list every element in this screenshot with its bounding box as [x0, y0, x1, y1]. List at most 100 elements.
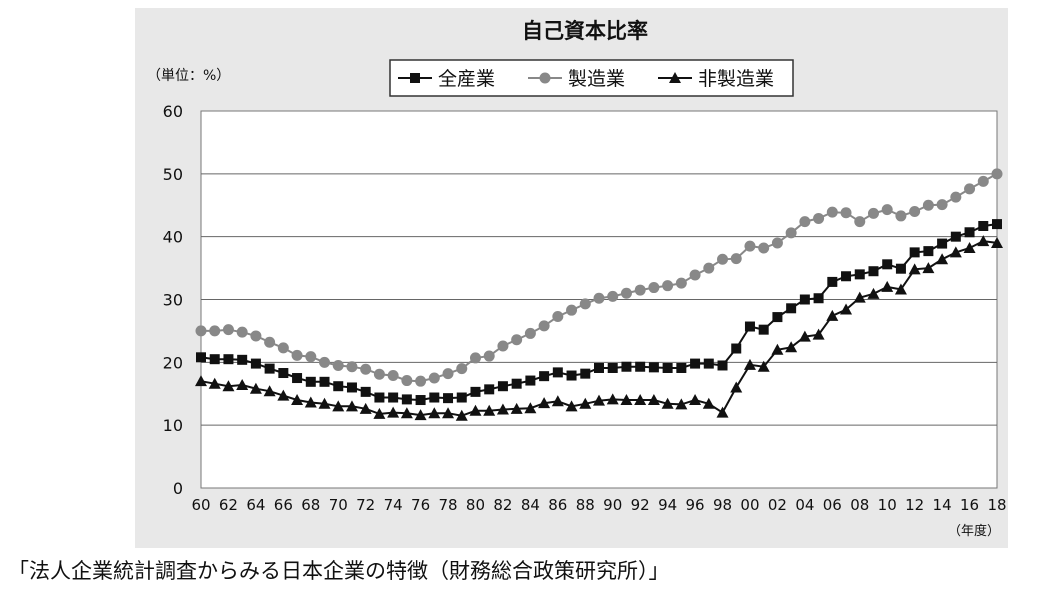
- data-point: [594, 362, 604, 373]
- data-point: [291, 394, 304, 406]
- data-point: [566, 304, 578, 316]
- data-point: [798, 330, 811, 342]
- data-point: [195, 375, 207, 387]
- x-tick-label: 82: [493, 496, 512, 514]
- data-point: [963, 241, 976, 253]
- data-point: [799, 216, 811, 228]
- data-point: [209, 354, 220, 365]
- data-point: [620, 394, 633, 406]
- x-tick-label: 60: [191, 496, 210, 514]
- data-point: [758, 324, 769, 335]
- legend: 全産業 製造業 非製造業: [389, 59, 794, 97]
- data-point: [606, 393, 619, 405]
- data-point: [524, 327, 536, 339]
- data-point: [662, 362, 673, 373]
- data-point: [319, 376, 330, 387]
- data-point: [442, 368, 454, 380]
- data-point: [758, 242, 770, 254]
- data-point: [991, 168, 1003, 180]
- data-point: [675, 277, 687, 289]
- data-point: [538, 320, 550, 332]
- x-tick-label: 00: [740, 496, 759, 514]
- data-point: [250, 358, 261, 369]
- data-point: [826, 206, 838, 218]
- legend-marker: [539, 72, 551, 84]
- data-point: [442, 407, 455, 419]
- data-point: [882, 259, 893, 270]
- data-point: [332, 359, 344, 371]
- data-point: [538, 397, 551, 409]
- x-tick-label: 98: [713, 496, 732, 514]
- data-point: [277, 342, 289, 354]
- x-tick-label: 18: [987, 496, 1006, 514]
- data-point: [346, 382, 357, 393]
- data-point: [510, 402, 523, 414]
- y-tick-label: 30: [163, 291, 183, 310]
- x-tick-label: 10: [878, 496, 897, 514]
- data-point: [566, 370, 577, 381]
- data-point: [634, 394, 647, 406]
- x-axis: 60 62 64 66 68 70 72 74 76 78 80 82 84 86 88 90 92 94 96 98…: [191, 496, 1006, 514]
- x-tick-label: 64: [246, 496, 265, 514]
- data-point: [250, 330, 262, 342]
- x-tick-label: 94: [658, 496, 677, 514]
- data-point: [552, 367, 563, 378]
- x-tick-label: 04: [795, 496, 814, 514]
- data-point: [525, 375, 536, 386]
- data-point: [978, 220, 989, 231]
- data-point: [278, 368, 289, 379]
- data-point: [690, 358, 701, 369]
- data-point: [676, 362, 687, 373]
- data-point: [359, 402, 372, 414]
- data-point: [964, 183, 976, 195]
- data-point: [936, 253, 949, 265]
- x-tick-label: 14: [933, 496, 952, 514]
- y-tick-label: 20: [163, 353, 183, 372]
- data-point: [346, 361, 358, 373]
- data-point: [703, 262, 715, 274]
- data-point: [786, 303, 797, 314]
- data-point: [305, 376, 316, 387]
- chart-title: 自己資本比率: [522, 19, 648, 43]
- x-tick-label: 16: [960, 496, 979, 514]
- data-point: [387, 370, 399, 382]
- data-point: [401, 375, 413, 387]
- data-point: [237, 354, 248, 365]
- data-point: [731, 343, 742, 354]
- data-point: [923, 246, 934, 257]
- data-point: [867, 287, 880, 299]
- x-tick-label: 70: [329, 496, 348, 514]
- data-point: [401, 394, 412, 405]
- data-point: [496, 403, 509, 415]
- data-point: [456, 363, 468, 375]
- data-point: [799, 294, 810, 305]
- data-point: [236, 378, 249, 390]
- data-point: [813, 293, 824, 304]
- legend-label: 全産業: [438, 68, 495, 90]
- source-caption: 「法人企業統計調査からみる日本企業の特徴（財務総合政策研究所）」: [8, 559, 670, 583]
- data-point: [552, 310, 564, 322]
- data-point: [881, 204, 893, 216]
- data-point: [620, 287, 632, 299]
- data-point: [675, 398, 688, 410]
- legend-marker: [410, 73, 420, 83]
- data-point: [895, 210, 907, 222]
- data-point: [991, 236, 1003, 248]
- series-1: [196, 219, 1002, 406]
- data-point: [333, 381, 344, 392]
- data-point: [785, 227, 797, 239]
- data-point: [977, 235, 990, 247]
- data-point: [757, 360, 770, 372]
- x-tick-label: 12: [905, 496, 924, 514]
- data-point: [964, 227, 975, 238]
- data-point: [730, 381, 743, 393]
- x-tick-label: 90: [603, 496, 622, 514]
- x-tick-label: 62: [219, 496, 238, 514]
- data-point: [853, 291, 866, 303]
- data-point: [196, 352, 206, 363]
- data-point: [400, 407, 413, 419]
- data-point: [744, 240, 756, 252]
- x-tick-label: 78: [438, 496, 457, 514]
- data-point: [717, 253, 729, 265]
- chart-panel: 自己資本比率 （単位：%） 全産業 製造業 非製造業 0 10 20 30 40 50 60 6…: [135, 8, 1008, 548]
